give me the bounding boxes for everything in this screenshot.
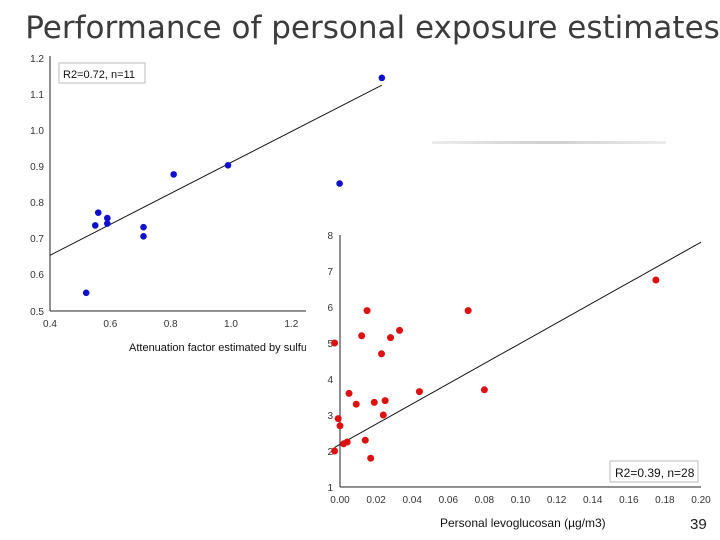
chart2-x-ticks: 0.00 0.02 0.04 0.06 0.08 0.10 0.12 0.14 0.16 0.18… bbox=[330, 495, 711, 506]
chart2-x-tick-label: 0.10 bbox=[511, 495, 531, 506]
chart1-x-tick-label: 0.6 bbox=[103, 319, 117, 330]
chart2-y-tick-label: 5 bbox=[327, 339, 333, 350]
chart2-data-point bbox=[378, 350, 386, 358]
chart2-annotation: R2=0.39, n=28 bbox=[615, 466, 695, 480]
chart1-x-ticks: 0.4 0.6 0.8 1.0 1.2 bbox=[43, 319, 299, 330]
chart2-y-tick-label: 4 bbox=[327, 375, 333, 386]
chart2-data-point bbox=[334, 415, 342, 423]
chart1-data-point bbox=[94, 209, 102, 216]
chart2-axes bbox=[339, 235, 701, 488]
chart2-data-point bbox=[480, 386, 488, 394]
chart2-x-tick-label: 0.12 bbox=[547, 495, 567, 506]
chart2-x-tick-label: 0.20 bbox=[691, 495, 711, 506]
chart2-data-point bbox=[352, 400, 360, 408]
chart1-y-tick-label: 0.9 bbox=[30, 162, 44, 173]
chart1-x-tick-label: 1.2 bbox=[284, 319, 298, 330]
chart2-data-point bbox=[336, 422, 344, 430]
chart2-x-tick-label: 0.18 bbox=[655, 495, 675, 506]
chart2-x-tick-label: 0.14 bbox=[583, 495, 603, 506]
chart1-data-point bbox=[378, 74, 386, 82]
chart1-data-point bbox=[91, 222, 99, 229]
chart2-data-point bbox=[387, 334, 395, 342]
chart1-annotation-box bbox=[58, 62, 146, 84]
chart1-y-tick-label: 0.7 bbox=[30, 234, 44, 245]
chart1-x-label: Attenuation factor estimated by sulfu bbox=[129, 342, 307, 354]
chart1-data-point bbox=[170, 171, 177, 178]
chart2-y-tick-label: 2 bbox=[327, 447, 333, 458]
chart2-data-point bbox=[396, 326, 404, 334]
chart2-data-point bbox=[381, 397, 389, 405]
chart1-y-tick-label: 0.8 bbox=[30, 198, 44, 209]
chart2-data-point bbox=[361, 436, 369, 444]
chart2-x-tick-label: 0.16 bbox=[619, 495, 639, 506]
chart2-data-point bbox=[331, 339, 339, 347]
decorative-line bbox=[432, 141, 666, 144]
chart1-x-tick-label: 1.0 bbox=[224, 319, 238, 330]
chart1-x-tick-label: 0.8 bbox=[164, 319, 178, 330]
chart1-y-tick-label: 0.6 bbox=[30, 270, 44, 281]
chart2-data-point bbox=[652, 276, 660, 284]
chart2-y-tick-label: 1 bbox=[327, 483, 333, 494]
chart2-data-point bbox=[343, 438, 351, 446]
page-number: 39 bbox=[690, 516, 707, 533]
chart2-y-tick-label: 7 bbox=[327, 267, 333, 278]
chart1-y-ticks: 0.5 0.6 0.7 0.8 0.9 1.0 1.1 1.2 bbox=[30, 54, 44, 318]
chart1-annotation: R2=0.72, n=11 bbox=[63, 69, 135, 81]
chart2-x-tick-label: 0.04 bbox=[402, 495, 422, 506]
chart2-x-tick-label: 0.02 bbox=[366, 495, 386, 506]
chart2-data-point bbox=[379, 411, 387, 419]
chart1-x-tick-label: 0.4 bbox=[43, 319, 57, 330]
chart2-y-tick-label: 8 bbox=[327, 231, 333, 242]
chart2-x-tick-label: 0.08 bbox=[475, 495, 495, 506]
chart2-panel-bg bbox=[306, 218, 720, 540]
chart2-x-tick-label: 0.06 bbox=[439, 495, 459, 506]
chart2-data-point bbox=[367, 454, 375, 462]
chart2-y-ticks: 1 2 3 4 5 6 7 8 bbox=[327, 231, 333, 494]
chart1-data-point bbox=[140, 233, 147, 240]
chart2-data-point bbox=[358, 332, 366, 340]
chart2-points bbox=[331, 276, 660, 462]
chart2-x-label: Personal levoglucosan (µg/m3) bbox=[440, 516, 606, 530]
chart1-data-point bbox=[140, 223, 147, 231]
chart1-data-point bbox=[104, 220, 111, 227]
chart2-data-point bbox=[370, 398, 378, 406]
chart2-data-point bbox=[363, 307, 371, 315]
chart2-y-tick-label: 3 bbox=[327, 411, 333, 422]
chart1-data-point bbox=[104, 214, 111, 222]
chart2-data-point bbox=[415, 388, 423, 396]
slide-title: Performance of personal exposure estimat… bbox=[25, 10, 720, 46]
chart1-trendline bbox=[49, 84, 383, 256]
chart1-y-tick-label: 0.5 bbox=[30, 307, 44, 318]
chart1-data-point bbox=[224, 161, 232, 169]
chart1-points bbox=[82, 74, 386, 297]
chart2-data-point bbox=[464, 307, 472, 315]
chart1-y-tick-label: 1.0 bbox=[30, 126, 44, 137]
chart2-trendline bbox=[334, 241, 702, 448]
chart2-data-point bbox=[331, 447, 339, 455]
chart2-data-point bbox=[345, 389, 353, 397]
chart1-data-point bbox=[336, 180, 343, 187]
chart1-y-tick-label: 1.2 bbox=[30, 54, 44, 65]
chart2-y-tick-label: 6 bbox=[327, 303, 333, 314]
chart1-data-point bbox=[82, 289, 90, 297]
chart1-y-tick-label: 1.1 bbox=[30, 90, 44, 101]
chart2-annotation-box bbox=[609, 460, 699, 483]
chart2-x-tick-label: 0.00 bbox=[330, 495, 350, 506]
